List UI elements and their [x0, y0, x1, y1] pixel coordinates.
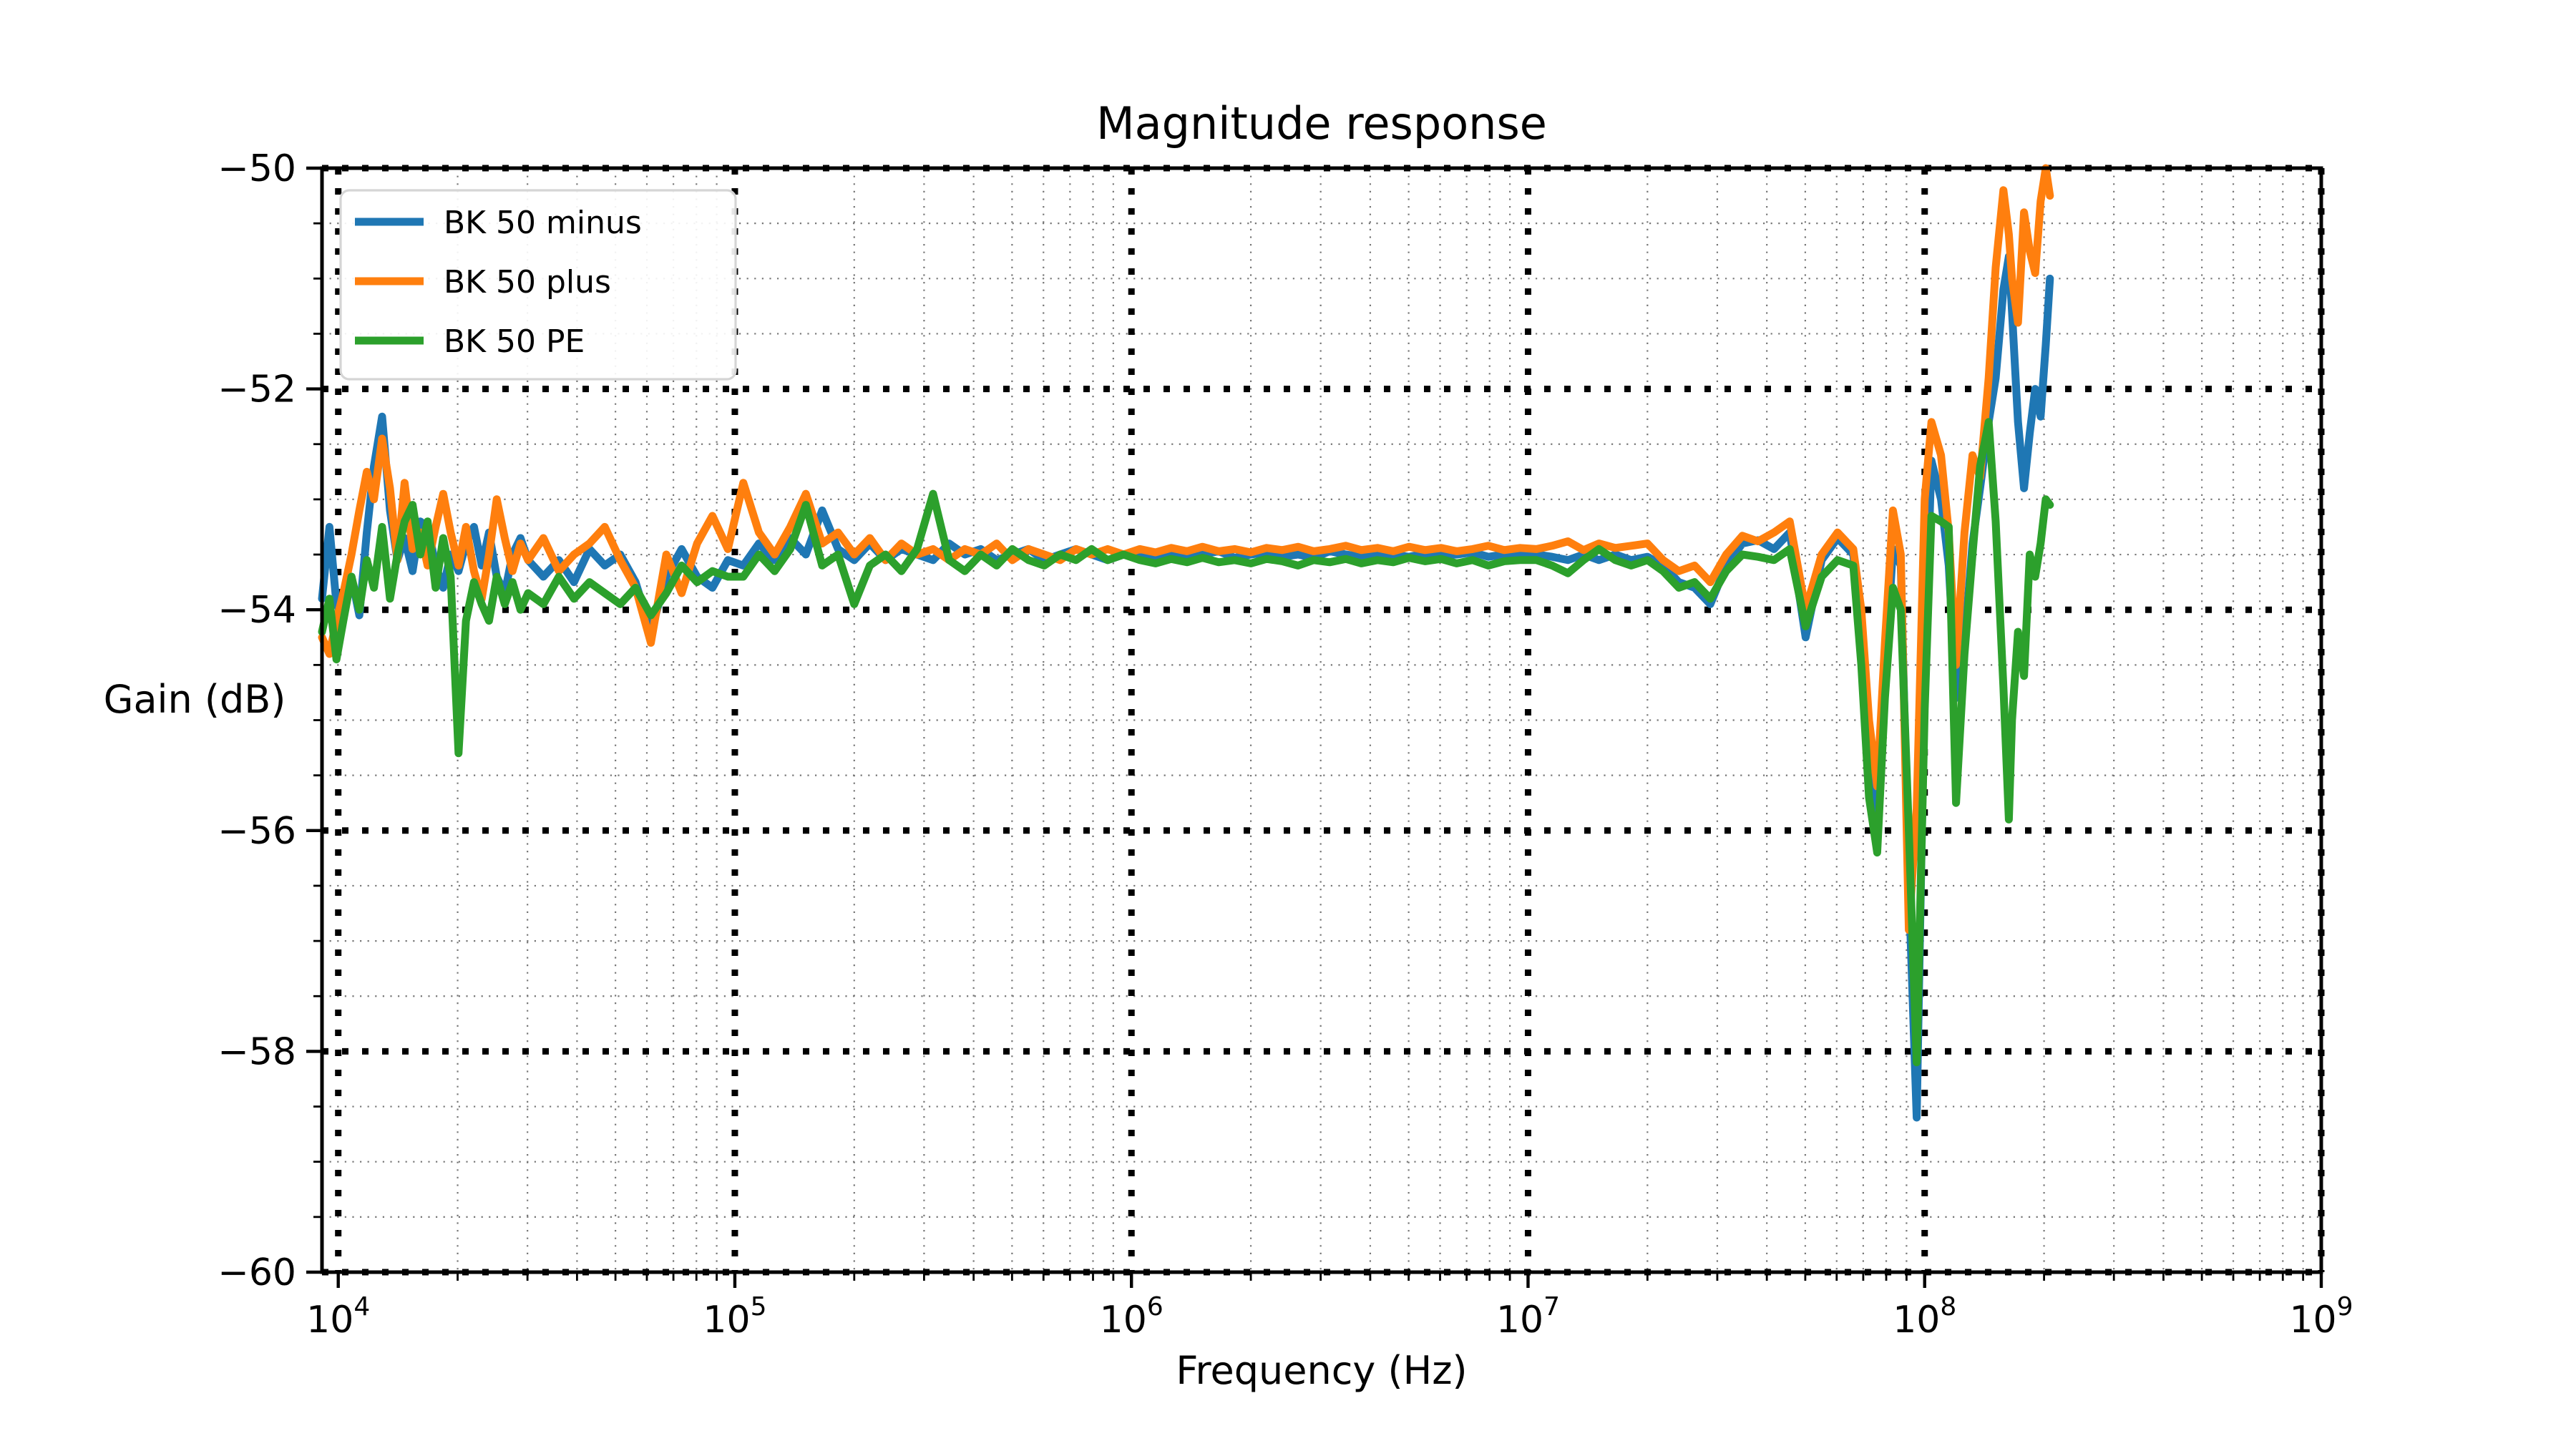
x-tick-label: 104 — [306, 1292, 370, 1342]
y-tick-label: −56 — [218, 810, 296, 853]
y-tick-label: −58 — [218, 1030, 296, 1073]
series-line-bk-50-plus — [318, 164, 2054, 934]
series-line-bk-50-pe — [318, 418, 2054, 1067]
legend-label: BK 50 PE — [444, 323, 585, 360]
legend-label: BK 50 plus — [444, 264, 611, 301]
series-lines — [318, 164, 2054, 1122]
y-tick-label: −60 — [218, 1251, 296, 1294]
x-tick-label: 109 — [2289, 1292, 2353, 1342]
chart-title: Magnitude response — [1096, 97, 1547, 150]
y-tick-label: −54 — [218, 589, 296, 632]
y-axis-label: Gain (dB) — [104, 677, 286, 722]
axis-ticks — [306, 166, 2323, 1288]
legend-box — [339, 189, 737, 381]
x-axis-label: Frequency (Hz) — [1176, 1348, 1467, 1393]
x-tick-label: 108 — [1893, 1292, 1956, 1342]
legend: BK 50 minus BK 50 plus BK 50 PE — [339, 189, 737, 381]
legend-entry-bk-50-pe: BK 50 PE — [355, 323, 585, 360]
legend-label: BK 50 minus — [444, 205, 642, 241]
legend-entry-bk-50-minus: BK 50 minus — [355, 205, 642, 241]
legend-entry-bk-50-plus: BK 50 plus — [355, 264, 611, 301]
x-tick-label: 106 — [1100, 1292, 1163, 1342]
x-tick-label: 107 — [1496, 1292, 1560, 1342]
series-line-bk-50-minus — [318, 252, 2054, 1122]
x-tick-label: 105 — [703, 1292, 766, 1342]
y-tick-label: −52 — [218, 368, 296, 411]
y-tick-label: −50 — [218, 147, 296, 190]
